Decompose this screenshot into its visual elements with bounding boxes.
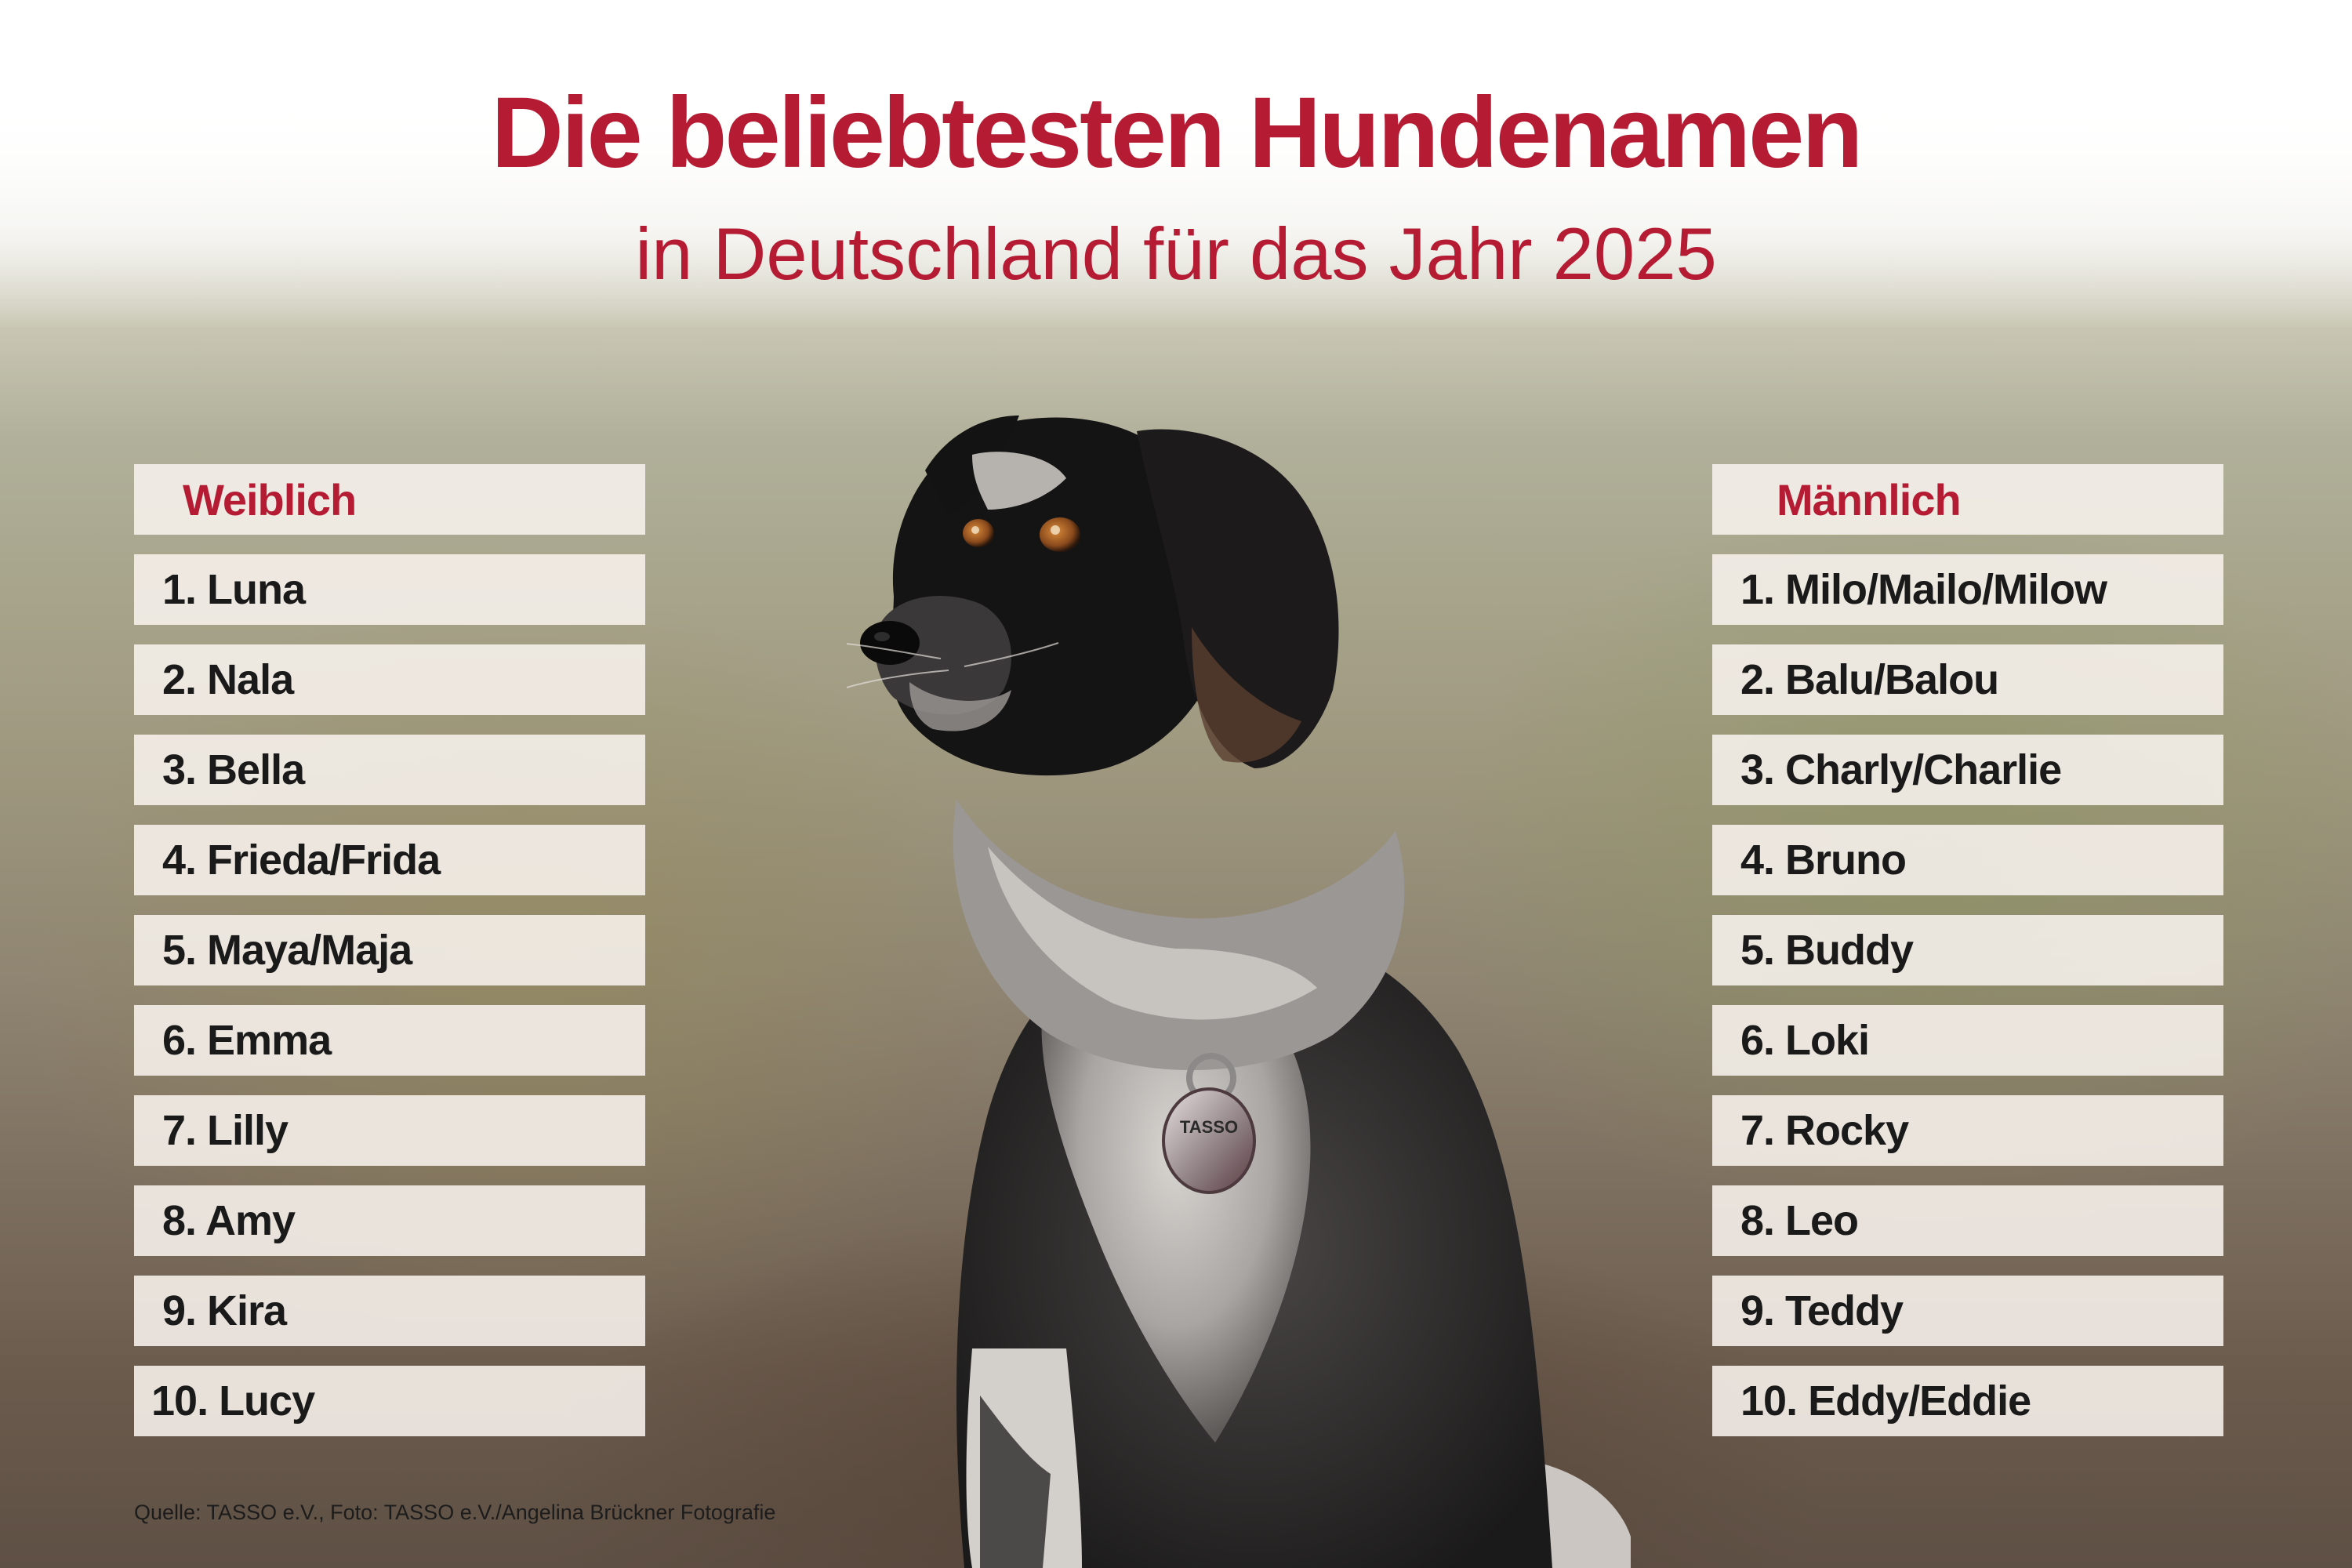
female-header: Weiblich (134, 464, 645, 535)
list-item: 6. Loki (1712, 1005, 2223, 1076)
list-item: 9. Teddy (1712, 1276, 2223, 1346)
list-item: 3. Bella (134, 735, 645, 805)
list-item: 3. Charly/Charlie (1712, 735, 2223, 805)
source-credit: Quelle: TASSO e.V., Foto: TASSO e.V./Ang… (134, 1501, 776, 1524)
male-header: Männlich (1712, 464, 2223, 535)
list-item: 1. Milo/Mailo/Milow (1712, 554, 2223, 625)
female-names-list: Weiblich 1. Luna 2. Nala 3. Bella 4. Fri… (134, 464, 645, 1456)
dog-photo: TASSO (847, 416, 1631, 1568)
male-names-list: Männlich 1. Milo/Mailo/Milow 2. Balu/Bal… (1712, 464, 2223, 1456)
page-title: Die beliebtesten Hundenamen (491, 77, 1864, 189)
list-item: 8. Amy (134, 1185, 645, 1256)
list-item: 1. Luna (134, 554, 645, 625)
list-item: 7. Rocky (1712, 1095, 2223, 1166)
list-item: 9. Kira (134, 1276, 645, 1346)
list-item: 5. Buddy (1712, 915, 2223, 985)
tasso-tag: TASSO (1162, 1087, 1256, 1194)
list-item: 10. Lucy (134, 1366, 645, 1436)
top-fade (0, 0, 2352, 329)
list-item: 2. Balu/Balou (1712, 644, 2223, 715)
list-item: 4. Bruno (1712, 825, 2223, 895)
list-item: 8. Leo (1712, 1185, 2223, 1256)
list-item: 6. Emma (134, 1005, 645, 1076)
list-item: 4. Frieda/Frida (134, 825, 645, 895)
list-item: 5. Maya/Maja (134, 915, 645, 985)
list-item: 2. Nala (134, 644, 645, 715)
svg-text:TASSO: TASSO (1180, 1117, 1238, 1137)
list-item: 10. Eddy/Eddie (1712, 1366, 2223, 1436)
page-subtitle: in Deutschland für das Jahr 2025 (635, 212, 1717, 295)
list-item: 7. Lilly (134, 1095, 645, 1166)
